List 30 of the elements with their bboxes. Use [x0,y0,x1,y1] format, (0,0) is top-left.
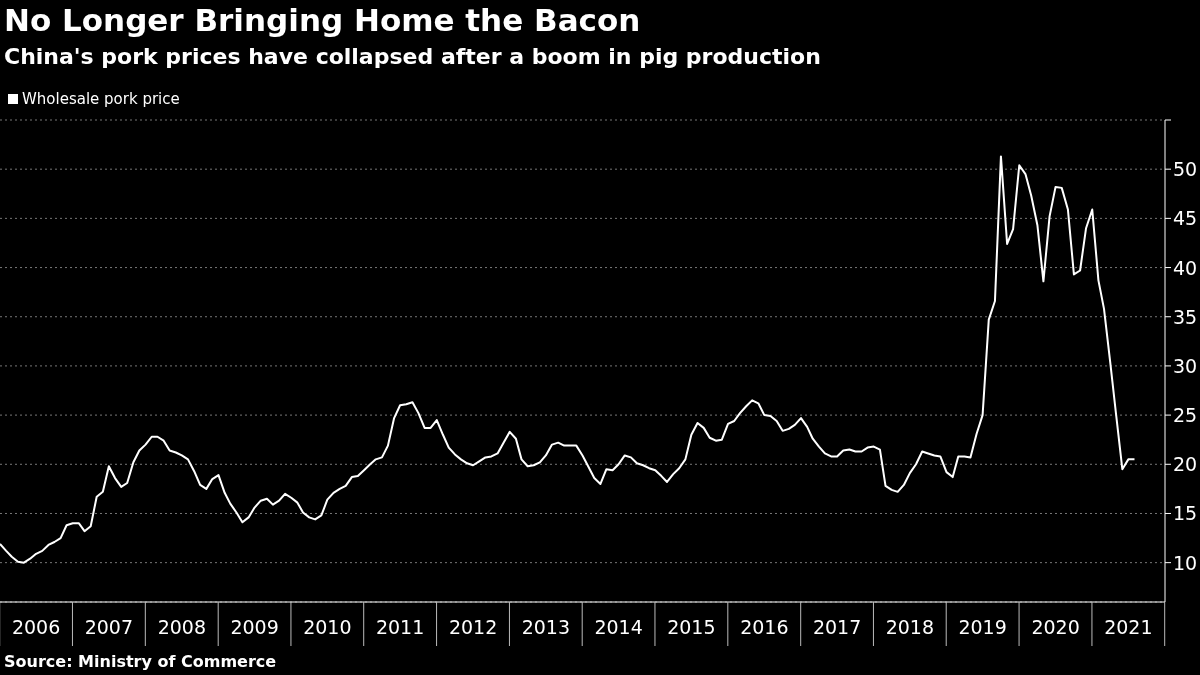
y-tick-label: 10 [1173,551,1198,574]
y-tick-label: 50 [1173,158,1198,181]
x-tick-label: 2018 [885,616,935,638]
y-tick-label: 15 [1173,502,1198,525]
x-tick-label: 2020 [1031,616,1080,638]
x-tick-label: 2016 [740,616,789,638]
x-tick-label: 2017 [812,616,862,638]
legend-label: Wholesale pork price [21,90,180,108]
x-tick-label: 2010 [303,616,352,638]
x-tick-label: 2019 [958,616,1007,638]
x-tick-label: 2021 [1104,616,1153,638]
y-tick-label: 45 [1173,207,1198,230]
chart-title: No Longer Bringing Home the Bacon [4,2,641,38]
x-tick-label: 2009 [230,616,279,638]
x-tick-label: 2012 [448,616,498,638]
y-tick-label: 40 [1173,256,1198,279]
x-tick-label: 2011 [375,616,425,638]
y-tick-label: 35 [1173,305,1198,328]
x-tick-label: 2014 [594,616,643,638]
y-tick-label: 30 [1173,354,1198,377]
y-tick-label: 20 [1173,453,1198,476]
chart-subtitle: China's pork prices have collapsed after a boom in pig production [4,44,821,69]
y-tick-label: 25 [1173,404,1198,427]
x-tick-label: 2015 [667,616,716,638]
line-series [0,155,1136,564]
x-tick-label: 2013 [521,616,570,638]
x-tick-label: 2008 [157,616,206,638]
source-note: Source: Ministry of Commerce [4,652,277,671]
x-tick-label: 2006 [11,616,61,638]
x-tick-label: 2007 [84,616,134,638]
